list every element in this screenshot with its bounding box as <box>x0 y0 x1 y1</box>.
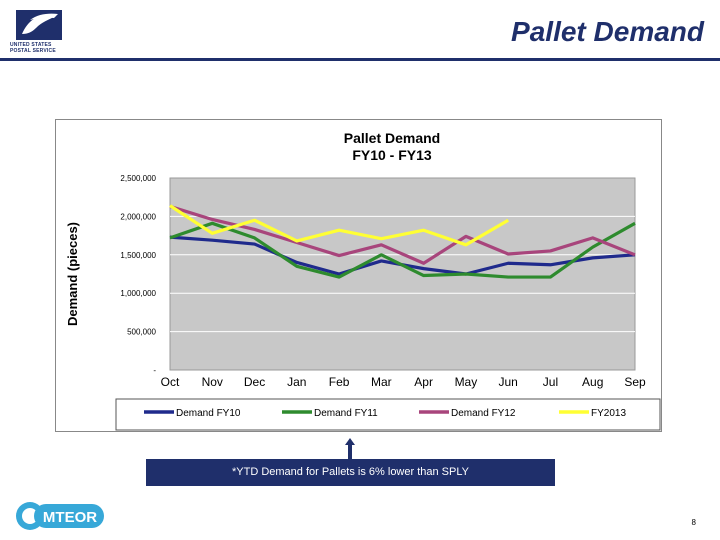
x-tick-label: Sep <box>624 375 646 389</box>
series-line <box>169 204 509 247</box>
y-tick-label: 1,000,000 <box>120 289 156 298</box>
legend-label: Demand FY12 <box>451 408 516 419</box>
logo-line-2: POSTAL SERVICE <box>10 48 56 54</box>
x-tick-label: Feb <box>329 375 350 389</box>
mteor-logo-icon: MTEOR <box>16 502 104 530</box>
page-title: Pallet Demand <box>511 16 704 47</box>
ytd-note: *YTD Demand for Pallets is 6% lower than… <box>146 459 555 486</box>
y-tick-label: 1,500,000 <box>120 251 156 260</box>
header-bar: UNITED STATES POSTAL SERVICE Pallet Dema… <box>0 0 720 58</box>
x-tick-label: Aug <box>582 375 603 389</box>
series-line <box>169 204 636 265</box>
mteor-logo-text: MTEOR <box>43 509 97 526</box>
usps-eagle-logo-icon <box>16 10 62 40</box>
x-tick-label: Nov <box>202 375 223 389</box>
legend-label: FY2013 <box>591 408 626 419</box>
header-divider <box>0 58 720 61</box>
x-tick-label: Dec <box>244 375 265 389</box>
y-tick-label: 2,500,000 <box>120 174 156 183</box>
legend-label: Demand FY10 <box>176 408 241 419</box>
chart-title: Pallet Demand <box>344 130 440 146</box>
logo-line-1: UNITED STATES <box>10 42 52 48</box>
legend-label: Demand FY11 <box>314 408 378 419</box>
x-tick-label: Mar <box>371 375 392 389</box>
x-tick-label: Oct <box>161 375 180 389</box>
series-line <box>169 221 636 279</box>
x-tick-label: Apr <box>414 375 433 389</box>
x-tick-label: Jan <box>287 375 306 389</box>
y-tick-label: 500,000 <box>127 328 156 337</box>
plot-area <box>169 177 636 371</box>
usps-logo-text: UNITED STATES POSTAL SERVICE <box>10 42 72 54</box>
x-tick-label: Jul <box>543 375 558 389</box>
pallet-demand-chart: Pallet Demand FY10 - FY13 2,500,000 2,000… <box>65 130 661 431</box>
chart-subtitle: FY10 - FY13 <box>352 147 432 163</box>
y-tick-label: 2,000,000 <box>120 212 156 221</box>
page-number: 8 <box>691 518 696 527</box>
legend-box <box>115 398 661 431</box>
x-tick-label: Jun <box>499 375 518 389</box>
chart-frame: Pallet Demand FY10 - FY13 2,500,000 2,000… <box>55 119 662 432</box>
up-arrow-icon <box>345 438 355 460</box>
x-tick-label: May <box>455 375 478 389</box>
y-tick-label: - <box>153 366 156 375</box>
y-axis-label: Demand (pieces) <box>65 222 80 326</box>
